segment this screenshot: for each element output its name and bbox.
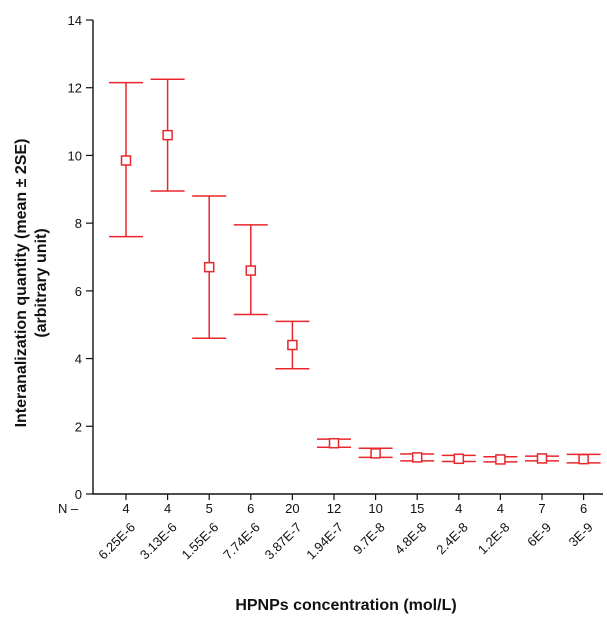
n-count-label: 12: [327, 501, 341, 516]
n-count-label: 6: [247, 501, 254, 516]
y-axis-title-line1: Interanalization quantity (mean ± 2SE): [13, 139, 30, 428]
mean-marker: [370, 448, 381, 459]
mean-marker: [162, 129, 173, 141]
mean-marker: [245, 265, 257, 276]
x-axis-title: HPNPs concentration (mol/L): [235, 597, 456, 614]
x-tick-label: 2.4E-8: [433, 520, 471, 558]
y-tick-label: 10: [68, 148, 82, 163]
y-tick-label: 0: [75, 487, 82, 502]
x-tick-label: 6E-9: [524, 520, 554, 550]
n-count-label: 15: [410, 501, 424, 516]
n-count-label: 4: [497, 501, 504, 516]
mean-marker: [578, 453, 589, 465]
n-count-label: 20: [285, 501, 299, 516]
y-tick-label: 14: [68, 13, 82, 28]
n-prefix-label: N –: [58, 501, 79, 516]
mean-marker: [203, 261, 215, 273]
mean-marker: [536, 453, 548, 464]
x-tick-label: 3.13E-6: [137, 520, 180, 563]
y-tick-label: 12: [68, 81, 82, 96]
x-tick-label: 1.2E-8: [475, 520, 513, 558]
mean-marker: [453, 453, 465, 465]
data-marks: [109, 78, 601, 465]
x-tick-label: 1.94E-7: [303, 520, 346, 563]
n-count-label: 6: [580, 501, 587, 516]
n-count-label: 10: [368, 501, 382, 516]
n-count-label: 7: [538, 501, 545, 516]
n-count-label: 4: [164, 501, 171, 516]
n-count-label: 4: [122, 501, 129, 516]
mean-marker: [287, 339, 298, 351]
axes: [86, 19, 603, 500]
tick-labels: 0 2 4 6 8 10 12 14 N – 4 6.25E-6 4 3.13E-6 5 1.55E-6 6 7…: [58, 13, 596, 562]
x-tick-label: 3.87E-7: [262, 520, 305, 563]
x-tick-label: 3E-9: [566, 520, 596, 550]
mean-marker: [120, 155, 132, 166]
n-count-label: 4: [455, 501, 462, 516]
mean-marker: [411, 452, 423, 463]
mean-marker: [328, 437, 340, 449]
x-tick-label: 9.7E-8: [350, 520, 388, 558]
mean-marker: [495, 454, 506, 465]
y-tick-label: 2: [75, 419, 82, 434]
x-tick-label: 1.55E-6: [179, 520, 222, 563]
x-tick-label: 6.25E-6: [95, 520, 138, 563]
y-tick-label: 6: [75, 284, 82, 299]
n-count-label: 5: [206, 501, 213, 516]
x-tick-label: 4.8E-8: [392, 520, 430, 558]
y-tick-label: 8: [75, 216, 82, 231]
y-tick-label: 4: [75, 352, 82, 367]
y-axis-title-line2: (arbitrary unit): [33, 228, 50, 337]
x-tick-label: 7.74E-6: [220, 520, 263, 563]
